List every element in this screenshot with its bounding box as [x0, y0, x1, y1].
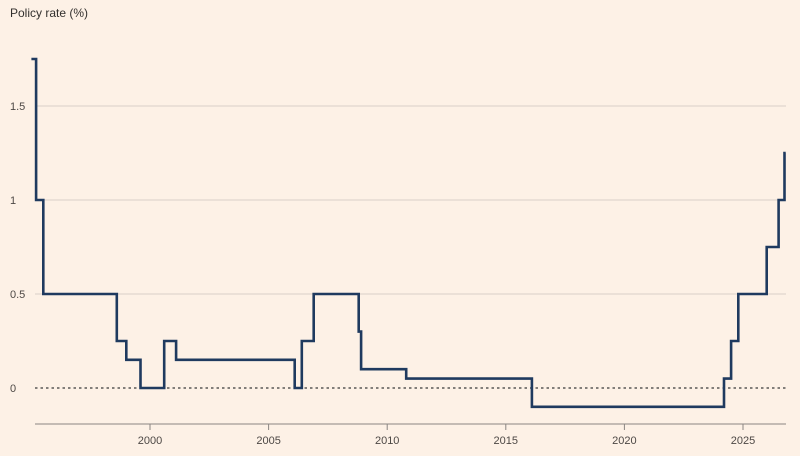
y-tick-label: 1.5 [10, 101, 25, 113]
x-tick-label: 2020 [612, 435, 636, 447]
y-tick-label: 0.5 [10, 289, 25, 301]
chart-title: Policy rate (%) [10, 6, 89, 20]
x-tick-label: 2000 [138, 435, 162, 447]
x-tick-label: 2015 [494, 435, 518, 447]
series-line [31, 57, 786, 409]
y-tick-label: 1 [10, 195, 16, 207]
y-tick-label: 0 [10, 383, 16, 395]
x-tick-label: 2005 [256, 435, 280, 447]
x-tick-label: 2025 [731, 435, 755, 447]
x-tick-label: 2010 [375, 435, 399, 447]
